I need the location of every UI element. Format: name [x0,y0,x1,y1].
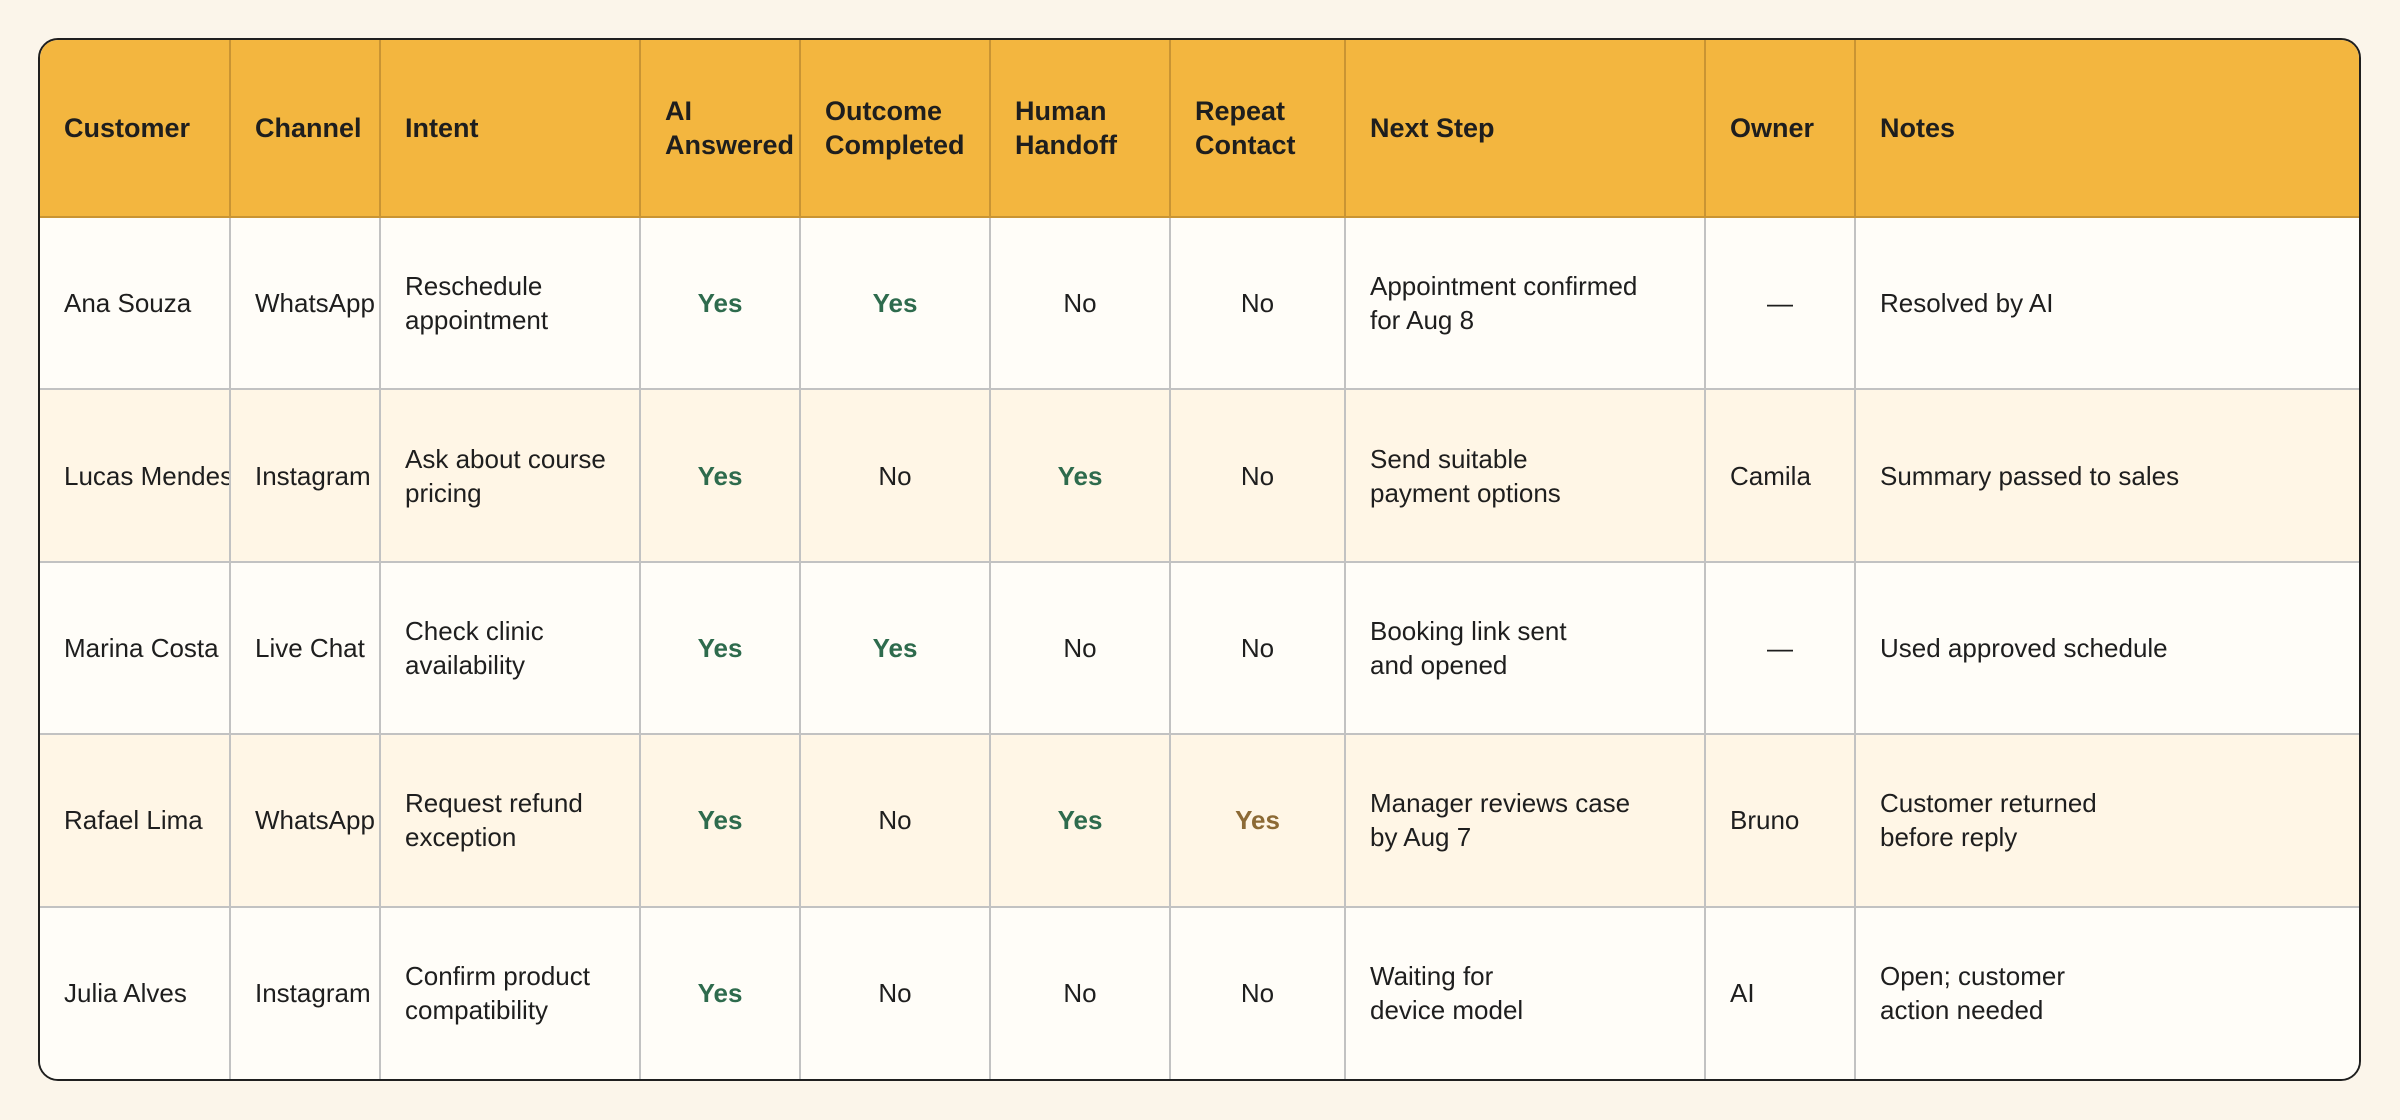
column-header-ai-answered[interactable]: AI Answered [640,40,801,218]
table-row[interactable]: Marina Costa Live Chat Check clinic avai… [40,561,2359,736]
cell-repeat-contact: No [1170,906,1346,1079]
cell-next-step: Appointment confirmed for Aug 8 [1345,217,1706,391]
cell-notes: Used approved schedule [1855,561,2359,736]
table-row[interactable]: Lucas Mendes Instagram Ask about course … [40,389,2359,563]
cell-repeat-contact: Yes [1170,734,1346,908]
cell-intent: Confirm product compatibility [380,906,641,1079]
cell-human-handoff: Yes [990,389,1171,563]
cell-human-handoff: Yes [990,734,1171,908]
cell-notes: Summary passed to sales [1855,389,2359,563]
column-header-intent[interactable]: Intent [380,40,641,218]
table-header-row: Customer Channel Intent AI Answered Outc… [40,40,2359,218]
cell-outcome-completed: No [800,389,991,563]
cell-human-handoff: No [990,906,1171,1079]
cell-intent: Check clinic availability [380,561,641,736]
cell-next-step: Booking link sent and opened [1345,561,1706,736]
cell-owner: — [1705,217,1856,391]
cell-repeat-contact: No [1170,389,1346,563]
cell-customer: Lucas Mendes [40,389,231,563]
column-header-repeat-contact[interactable]: Repeat Contact [1170,40,1346,218]
column-header-owner[interactable]: Owner [1705,40,1856,218]
cell-channel: Live Chat [230,561,381,736]
cell-next-step: Manager reviews case by Aug 7 [1345,734,1706,908]
column-header-next-step[interactable]: Next Step [1345,40,1706,218]
cell-next-step: Waiting for device model [1345,906,1706,1079]
cell-intent: Request refund exception [380,734,641,908]
cell-channel: Instagram [230,389,381,563]
cell-ai-answered: Yes [640,734,801,908]
cell-repeat-contact: No [1170,217,1346,391]
column-header-notes[interactable]: Notes [1855,40,2359,218]
column-header-outcome-completed[interactable]: Outcome Completed [800,40,991,218]
table-row[interactable]: Julia Alves Instagram Confirm product co… [40,906,2359,1079]
cell-owner: AI [1705,906,1856,1079]
cell-channel: WhatsApp [230,734,381,908]
cell-outcome-completed: No [800,906,991,1079]
cell-channel: Instagram [230,906,381,1079]
column-header-customer[interactable]: Customer [40,40,231,218]
cell-customer: Julia Alves [40,906,231,1079]
table-row[interactable]: Ana Souza WhatsApp Reschedule appointmen… [40,217,2359,391]
cell-human-handoff: No [990,561,1171,736]
column-header-human-handoff[interactable]: Human Handoff [990,40,1171,218]
cell-outcome-completed: Yes [800,561,991,736]
cell-channel: WhatsApp [230,217,381,391]
cell-ai-answered: Yes [640,217,801,391]
cell-human-handoff: No [990,217,1171,391]
cell-owner: — [1705,561,1856,736]
cell-notes: Open; customer action needed [1855,906,2359,1079]
cell-ai-answered: Yes [640,561,801,736]
cell-intent: Reschedule appointment [380,217,641,391]
cell-ai-answered: Yes [640,906,801,1079]
cell-notes: Customer returned before reply [1855,734,2359,908]
cell-intent: Ask about course pricing [380,389,641,563]
cell-ai-answered: Yes [640,389,801,563]
cell-customer: Ana Souza [40,217,231,391]
cell-next-step: Send suitable payment options [1345,389,1706,563]
cell-customer: Marina Costa [40,561,231,736]
cell-owner: Camila [1705,389,1856,563]
cell-owner: Bruno [1705,734,1856,908]
cell-notes: Resolved by AI [1855,217,2359,391]
cell-outcome-completed: No [800,734,991,908]
cell-repeat-contact: No [1170,561,1346,736]
column-header-channel[interactable]: Channel [230,40,381,218]
conversation-table-card: Customer Channel Intent AI Answered Outc… [38,38,2361,1081]
cell-outcome-completed: Yes [800,217,991,391]
cell-customer: Rafael Lima [40,734,231,908]
conversation-outcomes-table: Customer Channel Intent AI Answered Outc… [40,40,2359,1079]
table-row[interactable]: Rafael Lima WhatsApp Request refund exce… [40,734,2359,908]
